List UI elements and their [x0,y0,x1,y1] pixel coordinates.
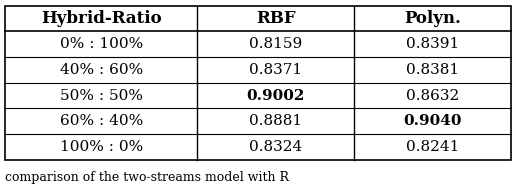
Text: 0.8371: 0.8371 [249,63,302,77]
Text: 100% : 0%: 100% : 0% [60,140,143,154]
Text: Hybrid-Ratio: Hybrid-Ratio [41,10,162,27]
Text: 60% : 40%: 60% : 40% [60,114,143,128]
Text: 0% : 100%: 0% : 100% [60,37,143,51]
Text: 0.8241: 0.8241 [406,140,459,154]
Text: 0.8391: 0.8391 [406,37,459,51]
Text: 50% : 50%: 50% : 50% [60,89,143,103]
Text: 0.8632: 0.8632 [406,89,459,103]
Text: Polyn.: Polyn. [404,10,461,27]
Text: 0.9040: 0.9040 [403,114,462,128]
Text: 0.8159: 0.8159 [249,37,302,51]
Bar [5,6,511,160]
Text: 0.8324: 0.8324 [249,140,302,154]
Text: RBF: RBF [256,10,296,27]
Text: 40% : 60%: 40% : 60% [60,63,143,77]
Text: comparison of the two-streams model with R: comparison of the two-streams model with… [5,171,289,183]
Text: 0.8881: 0.8881 [249,114,302,128]
Text: 0.9002: 0.9002 [247,89,305,103]
Text: 0.8381: 0.8381 [406,63,459,77]
